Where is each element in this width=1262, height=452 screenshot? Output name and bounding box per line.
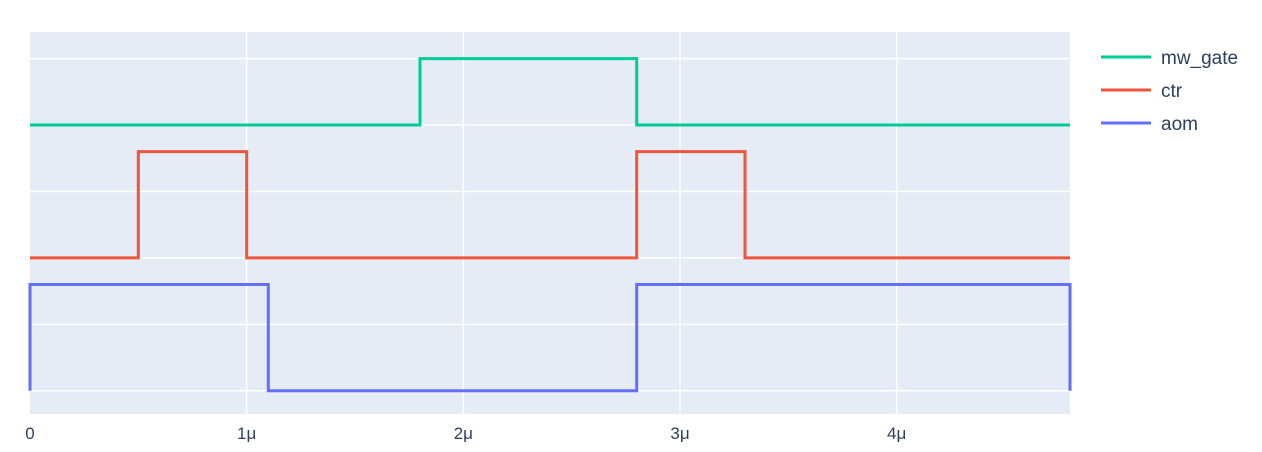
plot-background: [30, 32, 1070, 414]
legend-item-mw-gate[interactable]: mw_gate: [1101, 48, 1238, 69]
x-tick-label: 0: [25, 424, 34, 443]
x-tick-label: 1μ: [237, 424, 256, 443]
legend-item-aom[interactable]: aom: [1101, 114, 1198, 135]
series-lines: [28, 57, 1072, 393]
legend-label: ctr: [1161, 81, 1183, 102]
series-line-aom: [28, 283, 1072, 393]
series-line-mw-gate: [30, 57, 1070, 127]
series-line-ctr: [30, 150, 1070, 260]
x-axis-ticks: 0 1μ 2μ 3μ 4μ: [25, 424, 906, 443]
x-tick-label: 4μ: [887, 424, 906, 443]
legend-label: aom: [1161, 114, 1198, 135]
x-tick-label: 2μ: [454, 424, 473, 443]
legend-label: mw_gate: [1161, 48, 1238, 69]
legend-item-ctr[interactable]: ctr: [1101, 81, 1183, 102]
x-tick-label: 3μ: [670, 424, 689, 443]
